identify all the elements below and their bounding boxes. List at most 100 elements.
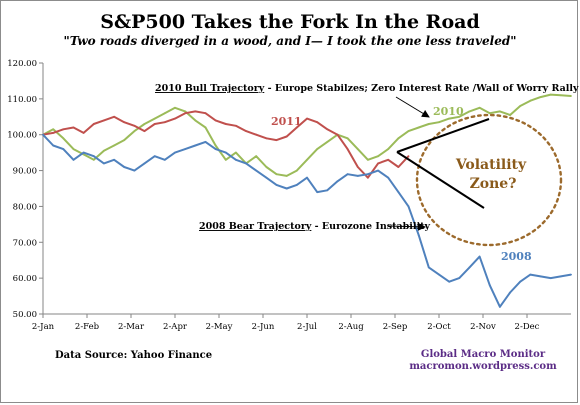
series-label-2008: 2008 (501, 250, 532, 263)
data-point-2010 (387, 148, 390, 151)
data-point-2010 (92, 158, 95, 161)
x-axis-ticks: 2-Jan 2-Feb 2-Mar 2-Apr 2-May 2-Jun 2-Jul 2-Aug… (32, 314, 540, 332)
x-tick-label: 2-Jan (32, 322, 55, 332)
data-point-2010 (184, 110, 187, 113)
data-point-2011 (356, 166, 359, 168)
data-point-2008 (82, 151, 85, 154)
data-point-2011 (92, 123, 95, 125)
data-point-2008 (255, 169, 258, 172)
data-point-2010 (356, 148, 359, 151)
bull-annotation-title: 2010 Bull Trajectory (155, 83, 265, 94)
data-point-2008 (478, 255, 481, 258)
data-point-2008 (153, 155, 156, 158)
data-point-2011 (82, 132, 85, 134)
x-tick-label: 2-Mar (118, 322, 145, 332)
chart-title: S&P500 Takes the Fork In the Road (100, 11, 480, 33)
data-point-2010 (316, 148, 319, 151)
data-point-2008 (468, 266, 471, 269)
data-point-2011 (397, 166, 400, 168)
data-point-2011 (224, 123, 227, 125)
data-point-2010 (559, 94, 562, 97)
y-tick-label: 110.00 (7, 95, 37, 105)
data-point-2008 (427, 266, 430, 269)
data-point-2011 (265, 137, 268, 140)
data-point-2011 (326, 128, 329, 131)
x-tick-label: 2-Aug (338, 322, 364, 332)
data-point-2010 (265, 166, 268, 168)
data-point-2008 (295, 184, 298, 186)
data-point-2011 (336, 133, 339, 136)
data-point-2010 (438, 121, 440, 124)
x-tick-label: 2-Oct (427, 322, 451, 332)
data-point-2008 (306, 176, 308, 179)
data-point-2011 (204, 112, 207, 115)
data-point-2011 (153, 123, 156, 125)
data-point-2008 (387, 176, 390, 179)
data-point-2010 (519, 105, 522, 107)
x-tick-label: 2-Jul (297, 322, 317, 332)
x-tick-label: 2-Sep (383, 322, 408, 332)
data-point-2008 (224, 151, 227, 154)
x-tick-label: 2-Jun (252, 322, 275, 332)
data-point-2010 (224, 158, 227, 161)
volatility-zone-label-line2: Zone? (470, 176, 517, 192)
data-point-2008 (163, 158, 166, 161)
data-point-2011 (285, 135, 288, 138)
data-point-2010 (407, 130, 410, 133)
series-label-2010: 2010 (433, 105, 464, 118)
data-point-2011 (103, 119, 105, 122)
data-point-2008 (509, 291, 511, 294)
bull-annotation-desc: - Europe Stabilzes; Zero Interest Rate /… (264, 83, 579, 94)
data-point-2010 (255, 155, 258, 158)
data-point-2008 (316, 191, 319, 194)
data-point-2008 (92, 155, 95, 158)
data-point-2010 (275, 173, 278, 176)
data-point-2011 (407, 155, 410, 158)
data-point-2011 (367, 176, 369, 179)
data-point-2008 (377, 169, 379, 172)
data-point-2011 (184, 112, 187, 115)
data-point-2010 (235, 151, 237, 154)
data-point-2011 (295, 126, 298, 129)
data-point-2010 (153, 117, 156, 120)
data-point-2008 (285, 187, 288, 190)
data-point-2008 (529, 273, 532, 276)
data-point-2010 (103, 149, 105, 152)
bear-annotation-desc: - Eurozone Instability (311, 221, 430, 232)
data-point-2011 (275, 139, 278, 142)
data-point-2010 (113, 144, 115, 147)
data-point-2008 (42, 133, 44, 136)
data-point-2010 (306, 158, 308, 161)
data-point-2011 (194, 110, 197, 113)
series-layer (42, 93, 572, 308)
data-point-2010 (133, 130, 136, 133)
bull-arrow (395, 96, 430, 118)
data-point-2010 (529, 99, 532, 102)
y-tick-label: 70.00 (13, 238, 37, 248)
data-point-2011 (377, 162, 379, 165)
data-point-2008 (174, 151, 176, 154)
data-point-2011 (387, 158, 390, 161)
data-point-2008 (438, 273, 440, 276)
data-point-2011 (123, 121, 126, 124)
data-point-2008 (62, 148, 65, 151)
data-point-2010 (204, 126, 207, 129)
data-point-2011 (72, 126, 75, 129)
y-tick-label: 120.00 (7, 59, 37, 69)
data-point-2010 (468, 110, 471, 113)
data-point-2010 (377, 155, 379, 158)
data-point-2011 (346, 148, 349, 151)
data-point-2008 (570, 273, 572, 276)
fork-line-lower (396, 151, 485, 209)
data-point-2010 (427, 123, 430, 125)
data-point-2010 (488, 112, 491, 115)
credit-line-1: Global Macro Monitor (421, 349, 546, 360)
data-point-2008 (214, 148, 217, 151)
y-tick-label: 90.00 (13, 167, 37, 177)
data-point-2010 (295, 169, 298, 172)
x-tick-label: 2-Dec (515, 322, 540, 332)
data-point-2008 (397, 191, 400, 194)
data-point-2008 (245, 162, 248, 165)
y-axis-ticks: 50.00 60.00 70.00 80.00 90.00 100.00 110.00 120… (7, 59, 43, 320)
